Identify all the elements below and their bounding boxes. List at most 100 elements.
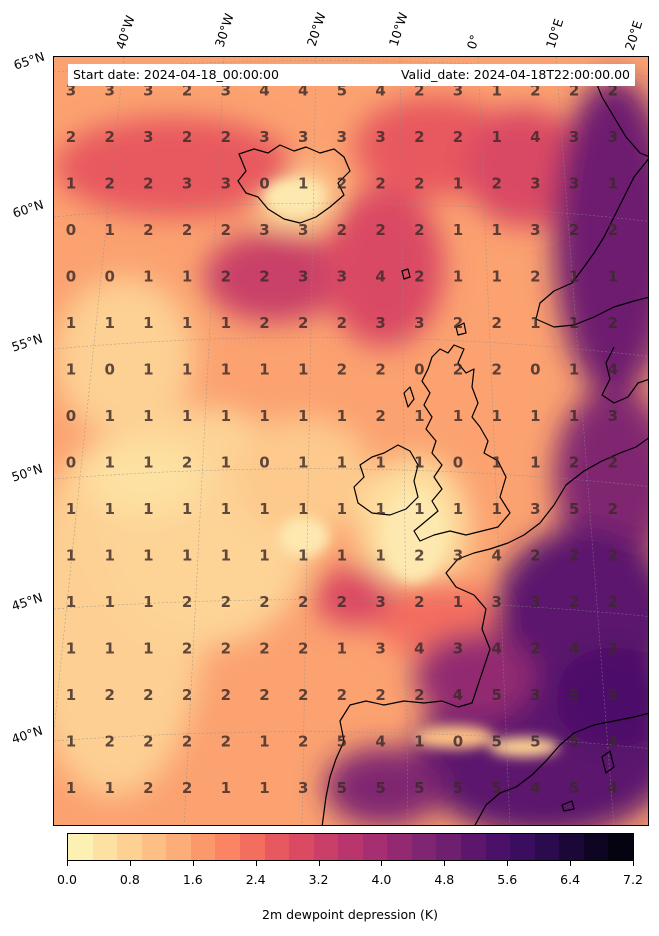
grid-value: 2 bbox=[337, 686, 347, 704]
grid-value: 2 bbox=[104, 175, 114, 193]
grid-value: 1 bbox=[221, 454, 231, 472]
grid-value: 3 bbox=[414, 314, 424, 332]
grid-value: 1 bbox=[66, 361, 76, 379]
grid-value: 2 bbox=[453, 361, 463, 379]
grid-value: 1 bbox=[453, 593, 463, 611]
grid-value: 0 bbox=[453, 454, 463, 472]
grid-value: 5 bbox=[608, 686, 618, 704]
valid-date-label: Valid_date: 2024-04-18T22:00:00.00 bbox=[400, 67, 630, 82]
grid-value: 4 bbox=[298, 82, 308, 100]
grid-value: 1 bbox=[491, 500, 501, 518]
grid-value: 2 bbox=[221, 686, 231, 704]
lon-label-10w: 10°W bbox=[385, 10, 411, 48]
grid-value: 1 bbox=[298, 361, 308, 379]
grid-value: 1 bbox=[104, 640, 114, 658]
grid-value: 1 bbox=[66, 733, 76, 751]
coast-hebrides bbox=[403, 386, 415, 408]
colorbar-tick-label: 5.6 bbox=[497, 872, 518, 887]
grid-value: 2 bbox=[221, 268, 231, 286]
grid-value: 3 bbox=[530, 500, 540, 518]
colorbar-segment bbox=[264, 834, 290, 860]
grid-value: 2 bbox=[453, 128, 463, 146]
grid-value: 1 bbox=[104, 593, 114, 611]
grid-value: 1 bbox=[491, 454, 501, 472]
grid-value: 2 bbox=[414, 175, 424, 193]
coast-orkney bbox=[455, 322, 467, 336]
grid-value: 5 bbox=[569, 500, 579, 518]
grid-value: 1 bbox=[414, 454, 424, 472]
grid-value: 1 bbox=[453, 221, 463, 239]
grid-value: 1 bbox=[143, 500, 153, 518]
grid-value: 1 bbox=[569, 268, 579, 286]
colorbar-segment bbox=[534, 834, 560, 860]
grid-value: 2 bbox=[259, 268, 269, 286]
grid-value: 1 bbox=[375, 547, 385, 565]
grid-value: 2 bbox=[259, 640, 269, 658]
grid-value: 1 bbox=[569, 361, 579, 379]
grid-value: 2 bbox=[414, 547, 424, 565]
grid-values: 3 3 3 2 3 4 4 5 4 2 3 1 2 2 2 2 2 3 2 2 3 3 3 3 2 2 1 4 3 3 1 2 2 3 3 0 1 2 2 2… bbox=[66, 82, 618, 798]
grid-value: 2 bbox=[143, 175, 153, 193]
colorbar-tick bbox=[255, 861, 257, 866]
grid-value: 2 bbox=[143, 686, 153, 704]
colorbar-tick bbox=[67, 861, 68, 866]
grid-value: 1 bbox=[259, 547, 269, 565]
grid-value: 1 bbox=[66, 547, 76, 565]
colorbar-tick bbox=[444, 861, 446, 866]
grid-value: 3 bbox=[298, 221, 308, 239]
grid-value: 2 bbox=[182, 221, 192, 239]
grid-value: 5 bbox=[569, 686, 579, 704]
colorbar-segment bbox=[141, 834, 167, 860]
grid-value: 2 bbox=[608, 454, 618, 472]
coast-denmark bbox=[601, 346, 648, 404]
grid-value: 2 bbox=[104, 733, 114, 751]
grid-value: 1 bbox=[143, 361, 153, 379]
lon-label-0: 0° bbox=[463, 32, 483, 51]
grid-value: 1 bbox=[104, 221, 114, 239]
grid-value: 5 bbox=[491, 733, 501, 751]
grid-value: 3 bbox=[453, 640, 463, 658]
lon-label-30w: 30°W bbox=[211, 11, 237, 49]
lat-label-45n: 45°N bbox=[9, 589, 45, 614]
grid-value: 2 bbox=[375, 686, 385, 704]
grid-value: 1 bbox=[66, 500, 76, 518]
grid-value: 1 bbox=[221, 547, 231, 565]
colorbar-segment bbox=[190, 834, 216, 860]
grid-value: 1 bbox=[491, 407, 501, 425]
grid-value: 3 bbox=[375, 640, 385, 658]
grid-value: 1 bbox=[453, 500, 463, 518]
grid-value: 1 bbox=[104, 779, 114, 797]
grid-value: 3 bbox=[375, 314, 385, 332]
colorbar-segment bbox=[313, 834, 339, 860]
grid-value: 1 bbox=[182, 407, 192, 425]
grid-value: 2 bbox=[530, 547, 540, 565]
grid-value: 2 bbox=[375, 221, 385, 239]
grid-value: 3 bbox=[453, 82, 463, 100]
grid-value: 2 bbox=[182, 128, 192, 146]
grid-value: 3 bbox=[375, 593, 385, 611]
grid-value: 3 bbox=[337, 128, 347, 146]
grid-value: 1 bbox=[221, 407, 231, 425]
grid-value: 3 bbox=[608, 407, 618, 425]
grid-value: 1 bbox=[104, 500, 114, 518]
grid-value: 1 bbox=[375, 500, 385, 518]
grid-value: 1 bbox=[66, 640, 76, 658]
colorbar-tick-label: 0.0 bbox=[57, 872, 77, 887]
grid-value: 1 bbox=[104, 407, 114, 425]
grid-value: 1 bbox=[375, 454, 385, 472]
grid-value: 2 bbox=[221, 593, 231, 611]
colorbar-segment bbox=[338, 834, 363, 860]
grid-value: 1 bbox=[259, 779, 269, 797]
grid-value: 1 bbox=[453, 175, 463, 193]
grid-value: 2 bbox=[608, 221, 618, 239]
colorbar-segment bbox=[68, 834, 93, 860]
colorbar-title: 2m dewpoint depression (K) bbox=[262, 907, 438, 922]
grid-value: 3 bbox=[143, 128, 153, 146]
grid-value: 1 bbox=[182, 361, 192, 379]
grid-value: 2 bbox=[608, 82, 618, 100]
grid-value: 1 bbox=[66, 779, 76, 797]
lat-label-50n: 50°N bbox=[9, 460, 45, 485]
colorbar-tick bbox=[381, 861, 383, 866]
grid-value: 3 bbox=[530, 175, 540, 193]
